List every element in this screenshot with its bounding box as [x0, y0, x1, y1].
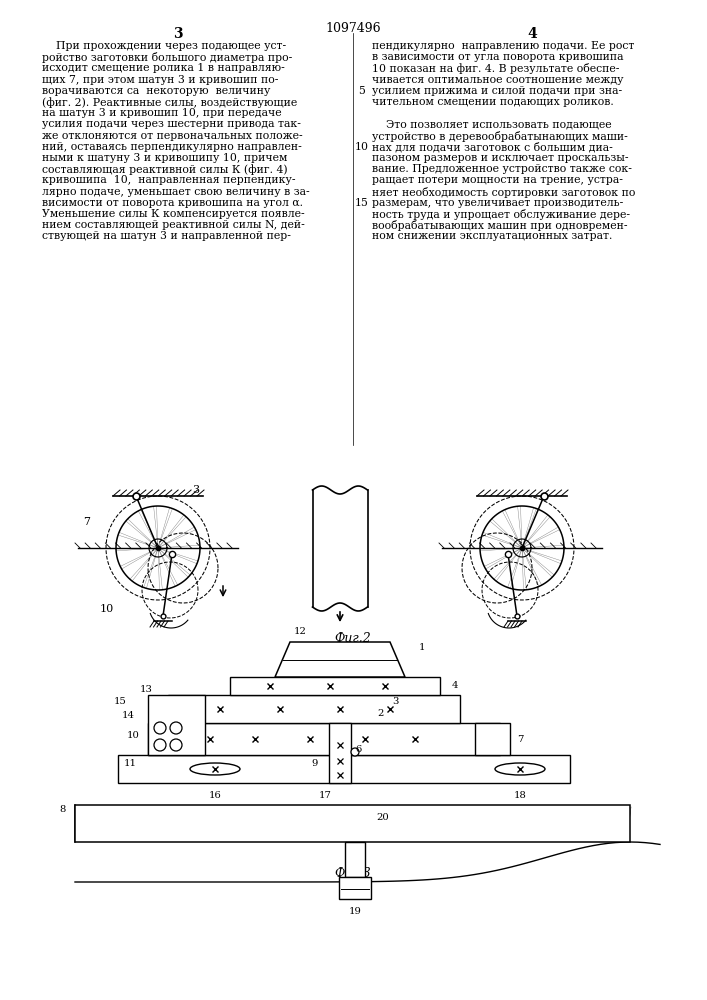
- Text: 4: 4: [452, 680, 458, 690]
- Bar: [118, 755, 570, 783]
- Text: ными к шатуну 3 и кривошипу 10, причем: ными к шатуну 3 и кривошипу 10, причем: [42, 153, 287, 163]
- Text: Фиг.3: Фиг.3: [334, 867, 371, 880]
- Text: ний, оставаясь перпендикулярно направлен-: ний, оставаясь перпендикулярно направлен…: [42, 142, 302, 152]
- Circle shape: [154, 739, 166, 751]
- Text: 7: 7: [517, 736, 523, 744]
- Bar: [345, 842, 365, 877]
- Text: 19: 19: [349, 906, 361, 916]
- Text: 12: 12: [293, 628, 306, 637]
- Bar: [339, 877, 371, 899]
- Text: вание. Предложенное устройство также сок-: вание. Предложенное устройство также сок…: [372, 164, 632, 174]
- Text: исходит смещение ролика 1 в направляю-: исходит смещение ролика 1 в направляю-: [42, 63, 285, 73]
- Text: размерам, что увеличивает производитель-: размерам, что увеличивает производитель-: [372, 198, 624, 208]
- Text: 1097496: 1097496: [325, 22, 381, 35]
- Text: кривошипа  10,  направленная перпендику-: кривошипа 10, направленная перпендику-: [42, 175, 296, 185]
- Text: Фиг.2: Фиг.2: [334, 632, 371, 645]
- Bar: [230, 677, 440, 695]
- Text: 16: 16: [209, 790, 221, 800]
- Ellipse shape: [495, 763, 545, 775]
- Text: нием составляющей реактивной силы N, дей-: нием составляющей реактивной силы N, дей…: [42, 220, 305, 230]
- Ellipse shape: [190, 763, 240, 775]
- Circle shape: [154, 722, 166, 734]
- Text: При прохождении через подающее уст-: При прохождении через подающее уст-: [42, 41, 286, 51]
- Text: (фиг. 2). Реактивные силы, воздействующие: (фиг. 2). Реактивные силы, воздействующи…: [42, 97, 297, 108]
- Text: ном снижении эксплуатационных затрат.: ном снижении эксплуатационных затрат.: [372, 231, 612, 241]
- Text: 8: 8: [60, 806, 66, 814]
- Bar: [75, 805, 630, 842]
- Text: устройство в деревообрабатынающих маши-: устройство в деревообрабатынающих маши-: [372, 131, 628, 142]
- Text: 3: 3: [192, 485, 199, 495]
- Circle shape: [170, 722, 182, 734]
- Text: няет необходимость сортировки заготовок по: няет необходимость сортировки заготовок …: [372, 187, 636, 198]
- Text: 6: 6: [355, 744, 361, 754]
- Bar: [329, 723, 351, 783]
- Text: 10: 10: [355, 142, 369, 152]
- Bar: [148, 695, 205, 755]
- Text: ворачиваются са  некоторую  величину: ворачиваются са некоторую величину: [42, 86, 270, 96]
- Text: Уменьшение силы К компенсируется появле-: Уменьшение силы К компенсируется появле-: [42, 209, 305, 219]
- Text: 11: 11: [124, 758, 136, 768]
- Text: пендикулярно  направлению подачи. Ее рост: пендикулярно направлению подачи. Ее рост: [372, 41, 634, 51]
- Circle shape: [351, 748, 359, 756]
- Text: нах для подачи заготовок с большим диа-: нах для подачи заготовок с большим диа-: [372, 142, 613, 152]
- Text: 2: 2: [377, 708, 383, 718]
- Text: лярно подаче, уменьшает свою величину в за-: лярно подаче, уменьшает свою величину в …: [42, 187, 310, 197]
- Text: 17: 17: [319, 790, 332, 800]
- Text: усилия подачи через шестерни привода так-: усилия подачи через шестерни привода так…: [42, 119, 301, 129]
- Text: составляющая реактивной силы К (фиг. 4): составляющая реактивной силы К (фиг. 4): [42, 164, 288, 175]
- Text: 20: 20: [377, 812, 390, 822]
- Text: 10 показан на фиг. 4. В результате обеспе-: 10 показан на фиг. 4. В результате обесп…: [372, 63, 619, 74]
- Text: 4: 4: [527, 27, 537, 41]
- Text: 10: 10: [127, 730, 139, 740]
- Text: на шатун 3 и кривошип 10, при передаче: на шатун 3 и кривошип 10, при передаче: [42, 108, 281, 118]
- Text: вообрабатывающих машин при одновремен-: вообрабатывающих машин при одновремен-: [372, 220, 628, 231]
- Text: 1: 1: [419, 643, 425, 652]
- Text: 5: 5: [358, 86, 365, 96]
- Polygon shape: [275, 642, 405, 677]
- Text: 14: 14: [122, 710, 134, 720]
- Text: 15: 15: [355, 198, 369, 208]
- Text: усилием прижима и силой подачи при зна-: усилием прижима и силой подачи при зна-: [372, 86, 622, 96]
- Text: чительном смещении подающих роликов.: чительном смещении подающих роликов.: [372, 97, 614, 107]
- Text: 3: 3: [392, 696, 398, 706]
- Text: щих 7, при этом шатун 3 и кривошип по-: щих 7, при этом шатун 3 и кривошип по-: [42, 75, 279, 85]
- Text: чивается оптимальное соотношение между: чивается оптимальное соотношение между: [372, 75, 624, 85]
- Bar: [168, 695, 460, 723]
- Text: 13: 13: [139, 686, 153, 694]
- Text: ройство заготовки большого диаметра про-: ройство заготовки большого диаметра про-: [42, 52, 292, 63]
- Text: ращает потери мощности на трение, устра-: ращает потери мощности на трение, устра-: [372, 175, 623, 185]
- Text: пазоном размеров и исключает проскальзы-: пазоном размеров и исключает проскальзы-: [372, 153, 629, 163]
- Text: 10: 10: [100, 604, 115, 614]
- Text: ствующей на шатун 3 и направленной пер-: ствующей на шатун 3 и направленной пер-: [42, 231, 291, 241]
- Text: 15: 15: [114, 696, 127, 706]
- Text: 3: 3: [173, 27, 183, 41]
- Text: висимости от поворота кривошипа на угол α.: висимости от поворота кривошипа на угол …: [42, 198, 303, 208]
- Bar: [475, 723, 510, 755]
- Text: 18: 18: [513, 790, 527, 800]
- Bar: [148, 723, 500, 755]
- Text: ность труда и упрощает обслуживание дере-: ность труда и упрощает обслуживание дере…: [372, 209, 630, 220]
- Text: 7: 7: [83, 517, 90, 527]
- Circle shape: [170, 739, 182, 751]
- Text: 9: 9: [312, 758, 318, 768]
- Text: в зависимости от угла поворота кривошипа: в зависимости от угла поворота кривошипа: [372, 52, 624, 62]
- Text: же отклоняются от первоначальных положе-: же отклоняются от первоначальных положе-: [42, 131, 303, 141]
- Text: Это позволяет использовать подающее: Это позволяет использовать подающее: [372, 119, 612, 129]
